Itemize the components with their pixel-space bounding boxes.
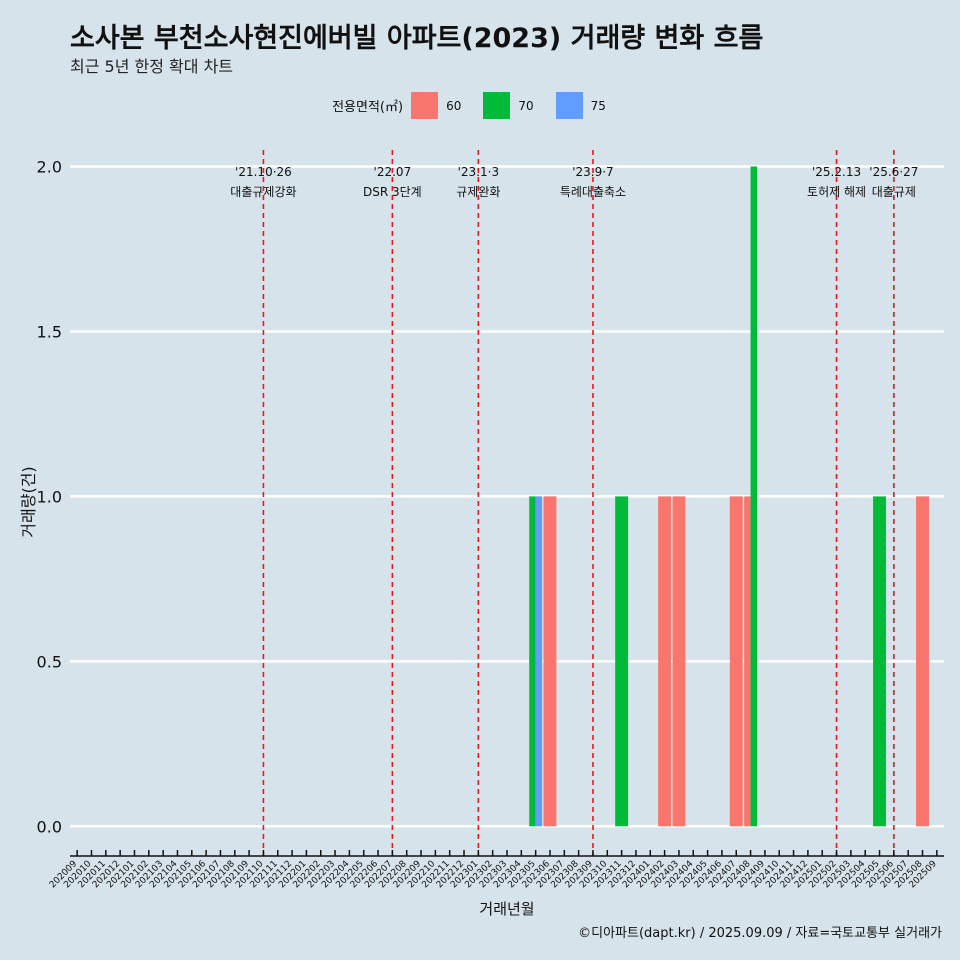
source-caption: ©디아파트(dapt.kr) / 2025.09.09 / 자료=국토교통부 실… xyxy=(578,926,942,941)
y-tick-label: 1.5 xyxy=(37,322,62,341)
event-lines: '21.10·26 대출규제강화 '22.07 DSR 3단계 '23.1·3 규제완화 '… xyxy=(230,150,918,856)
legend-key-70 xyxy=(483,92,511,119)
event-date: '23.9·7 xyxy=(572,165,613,179)
y-axis-title: 거래량(건) xyxy=(19,466,38,537)
axes: 0.00.51.01.52.02020092020102020112020122… xyxy=(37,157,944,890)
legend-label-70: 70 xyxy=(518,98,534,113)
bar-202403-60 xyxy=(672,496,686,827)
legend-key-60 xyxy=(411,92,439,119)
bar-202305-75 xyxy=(535,496,543,827)
bar-202505-70 xyxy=(873,496,886,827)
bars xyxy=(529,166,929,827)
bar-202402-60 xyxy=(658,496,672,827)
legend-label-60: 60 xyxy=(446,98,462,113)
event-label: 규제완화 xyxy=(456,185,500,199)
event-label: 토허제 해제 xyxy=(807,185,866,199)
event-label: 대출규제 xyxy=(872,185,916,199)
bar-202408-60 xyxy=(744,496,751,827)
bar-202305-70 xyxy=(529,496,536,827)
y-tick-label: 1.0 xyxy=(37,487,62,506)
legend: 전용면적(㎡) 60 70 75 xyxy=(0,92,960,119)
event-label: DSR 3단계 xyxy=(363,185,422,199)
legend-key-75 xyxy=(555,92,583,119)
legend-label-75: 75 xyxy=(590,98,606,113)
y-tick-label: 0.5 xyxy=(37,652,62,671)
bar-202407-60 xyxy=(729,496,743,827)
chart-title: 소사본 부천소사현진에버빌 아파트(2023) 거래량 변화 흐름 xyxy=(70,23,764,54)
bar-202306-60 xyxy=(543,496,557,827)
chart-subtitle: 최근 5년 한정 확대 차트 xyxy=(70,57,234,76)
event-label: 특례대출축소 xyxy=(560,185,626,199)
event-date: '22.07 xyxy=(374,165,412,179)
legend-title: 전용면적(㎡) xyxy=(332,100,404,115)
bar-202508-60 xyxy=(916,496,929,827)
bar-202311-70 xyxy=(615,496,629,827)
event-date: '25.2.13 xyxy=(812,165,861,179)
y-tick-label: 2.0 xyxy=(37,157,62,176)
event-date: '21.10·26 xyxy=(235,165,292,179)
gridlines xyxy=(70,165,944,828)
event-label: 대출규제강화 xyxy=(230,185,296,199)
event-date: '25.6·27 xyxy=(869,165,918,179)
y-tick-label: 0.0 xyxy=(37,817,62,836)
bar-202408-70 xyxy=(750,166,758,827)
event-date: '23.1·3 xyxy=(458,165,499,179)
x-axis-title: 거래년월 xyxy=(479,900,534,918)
